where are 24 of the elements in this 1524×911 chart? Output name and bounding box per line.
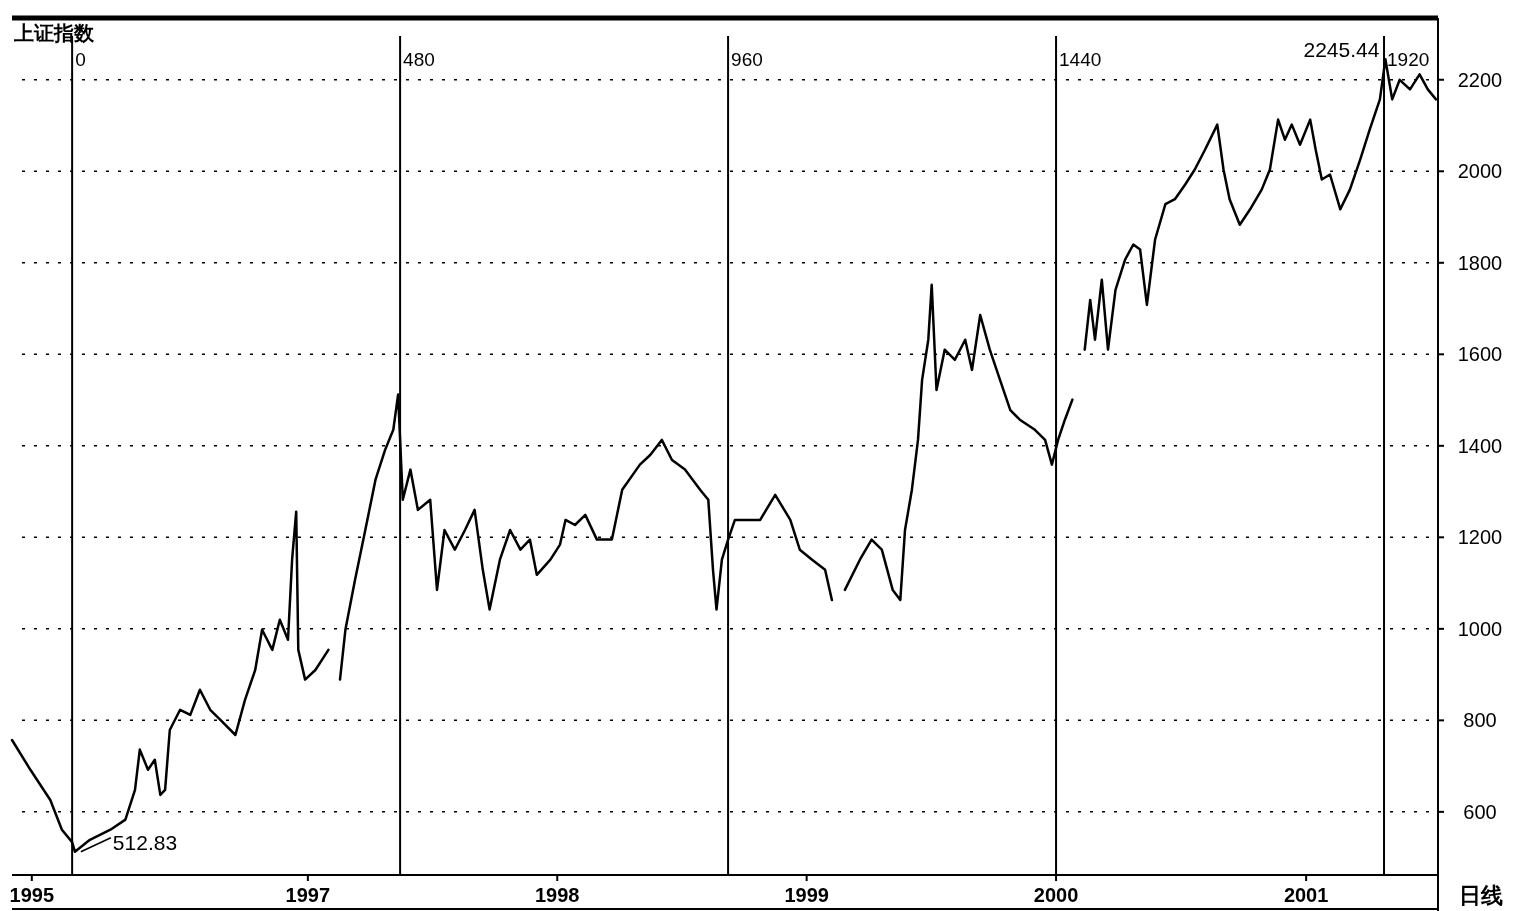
x-tick-label: 1995 bbox=[9, 884, 55, 906]
text: 日线 bbox=[1459, 883, 1503, 908]
x-tick-label: 2000 bbox=[1033, 884, 1079, 906]
y-tick-label: 1800 bbox=[1457, 251, 1503, 274]
ref-line-label: 1440 bbox=[1059, 49, 1102, 70]
y-tick-label: 1600 bbox=[1457, 343, 1503, 366]
x-tick-label: 1998 bbox=[535, 884, 580, 906]
y-tick-label: 2200 bbox=[1457, 68, 1503, 91]
ref-line-label: 0 bbox=[75, 49, 86, 70]
ref-line-label: 960 bbox=[731, 49, 763, 70]
y-tick-label: 1400 bbox=[1457, 434, 1503, 457]
ref-line-label: 1920 bbox=[1387, 49, 1430, 70]
annotation: 512.83 bbox=[112, 830, 178, 854]
y-tick-label: 1000 bbox=[1457, 617, 1503, 640]
y-tick-label: 2000 bbox=[1457, 160, 1503, 183]
y-tick-label: 1200 bbox=[1457, 526, 1503, 549]
chart-title: 上证指数 bbox=[13, 22, 95, 44]
x-tick-label: 1997 bbox=[285, 884, 331, 906]
y-tick-label: 800 bbox=[1463, 709, 1497, 732]
x-tick-label: 1999 bbox=[784, 884, 829, 906]
x-tick-label: 2001 bbox=[1283, 884, 1329, 906]
annotation: 2245.44 bbox=[1303, 37, 1380, 61]
y-tick-label: 600 bbox=[1463, 800, 1497, 823]
ref-line-label: 480 bbox=[403, 49, 435, 70]
